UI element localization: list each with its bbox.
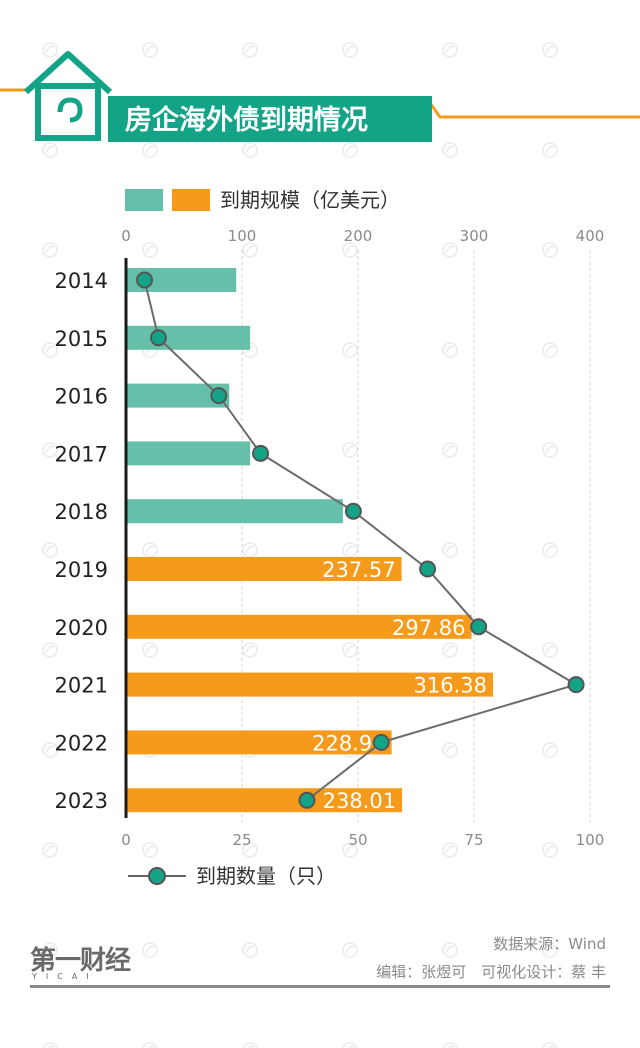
year-label: 2015 (55, 327, 108, 351)
line-series (136, 271, 585, 809)
bar (126, 614, 472, 639)
page-title: 房企海外债到期情况 (125, 104, 368, 136)
legend-bottom-marker (148, 867, 166, 885)
bar (126, 730, 392, 755)
legend-bottom-label: 到期数量（只） (196, 864, 336, 888)
count-point (470, 618, 488, 636)
count-point (344, 502, 362, 520)
bar-series (126, 268, 494, 813)
top-tick-label: 200 (344, 227, 373, 245)
legend-swatch-green (125, 189, 163, 211)
yicai-logo: 第一财经 YICAI (30, 940, 142, 984)
bar (126, 325, 251, 350)
year-label: 2017 (55, 442, 108, 466)
count-point (419, 560, 437, 578)
bottom-tick-label: 25 (232, 831, 251, 849)
category-labels: 2014 2015 2016 2017 2018 2019 2020 2021 2022 2023 (55, 269, 108, 813)
year-label: 2021 (55, 674, 108, 698)
year-label: 2022 (55, 731, 108, 755)
count-point (136, 271, 154, 289)
header: 房企海外债到期情况 (0, 51, 640, 142)
bar-value-label: 316.38 (414, 674, 487, 698)
top-tick-label: 0 (121, 227, 131, 245)
count-point (567, 676, 585, 694)
bar-value-label: 237.57 (322, 558, 395, 582)
bar-value-label: 238.01 (323, 789, 396, 813)
count-point (210, 387, 228, 405)
bar-value-label: 297.86 (392, 616, 465, 640)
data-source: 数据来源：Wind (493, 935, 606, 953)
header-right-line (428, 102, 640, 119)
logo-text: 第一财经 (30, 946, 131, 976)
gridlines (241, 250, 591, 822)
count-point (252, 444, 270, 462)
footer-divider (30, 985, 610, 988)
year-label: 2016 (55, 385, 108, 409)
top-axis: 0 100 200 300 400 (121, 227, 604, 245)
year-label: 2020 (55, 616, 108, 640)
bottom-tick-label: 100 (576, 831, 605, 849)
top-tick-label: 400 (576, 227, 605, 245)
legend-top-label: 到期规模（亿美元） (220, 188, 400, 212)
bottom-tick-label: 50 (348, 831, 367, 849)
top-tick-label: 100 (228, 227, 257, 245)
bottom-axis: 0 25 50 75 100 (121, 831, 604, 849)
bottom-tick-label: 0 (121, 831, 131, 849)
title-bar (108, 96, 432, 142)
logo-sub: YICAI (32, 972, 98, 981)
bar (126, 499, 343, 524)
year-label: 2019 (55, 558, 108, 582)
bar (126, 672, 494, 697)
bar (126, 557, 402, 581)
legend-bottom: 到期数量（只） (128, 864, 336, 888)
credits: 编辑：张煜可 可视化设计：蔡 丰 (376, 963, 606, 981)
year-label: 2014 (55, 269, 108, 293)
year-label: 2023 (55, 789, 108, 813)
house-icon (23, 51, 113, 141)
top-tick-label: 300 (460, 227, 489, 245)
year-label: 2018 (55, 500, 108, 524)
bottom-tick-label: 75 (464, 831, 483, 849)
bar (126, 441, 251, 466)
count-point (149, 329, 167, 347)
count-point (372, 733, 390, 751)
legend-top: 到期规模（亿美元） (125, 188, 400, 212)
legend-swatch-orange (172, 189, 210, 211)
count-point (298, 791, 316, 809)
count-line (143, 279, 579, 801)
bar (126, 788, 403, 813)
